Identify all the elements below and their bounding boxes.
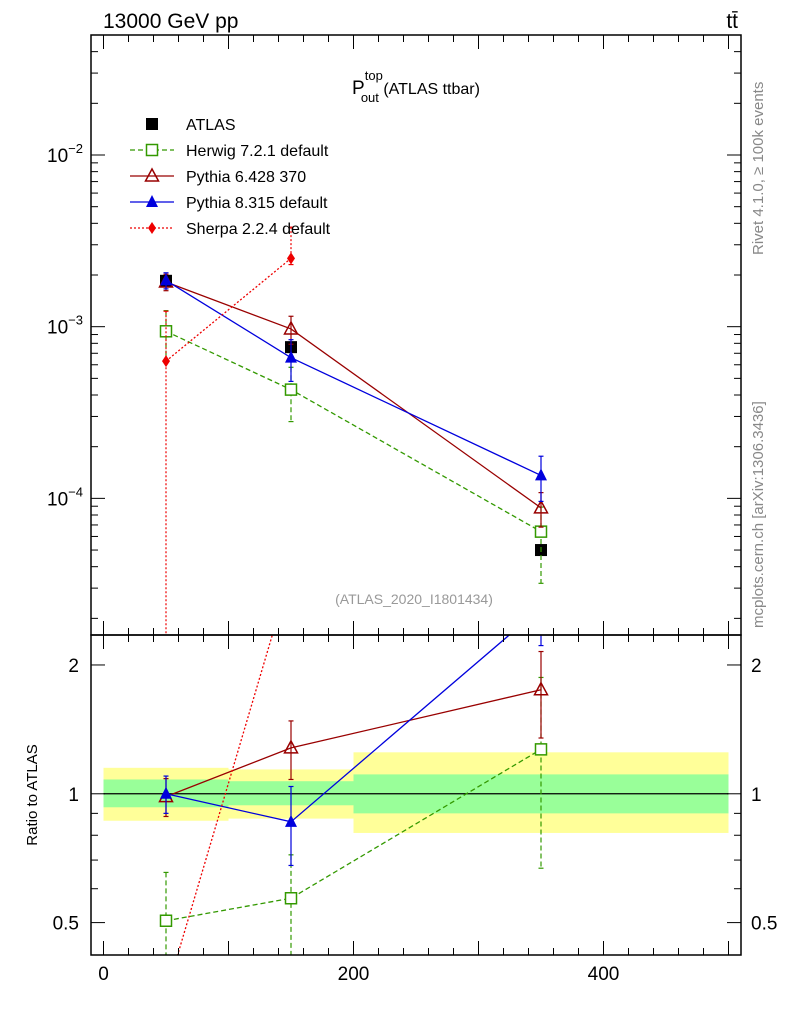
ratio-point-pythia-6-428-370-1 [283,739,299,754]
ratio-point-pythia-8-315-default-2 [535,601,547,613]
ratio-line-sherpa-2-2-4-default [176,635,274,955]
header-right: tt̄ [726,10,738,33]
main-point-sherpa-2-2-4-default-1 [287,252,295,265]
ratio-point-herwig-7-2-1-default-0 [159,914,173,927]
header-left: 13000 GeV pp [103,10,238,33]
ratio-point-pythia-6-428-370-2 [533,681,549,696]
ratio-ytick-label-left-0: 2 [68,656,79,677]
main-point-pythia-6-428-370-2 [533,499,549,514]
main-point-sherpa-2-2-4-default-0 [162,355,170,368]
ratio-ylabel: Ratio to ATLAS [24,744,41,845]
main-ytick-label-1: 10−3 [47,313,83,339]
legend-label-pythia-8-315-default: Pythia 8.315 default [186,195,328,212]
ratio-point-sherpa-2-2-4-default-0 [162,988,170,1000]
ratio-ytick-label-left-2: 0.5 [53,914,79,935]
ratio-frame [90,634,742,956]
xtick-label-0: 0 [98,964,109,985]
side-label-bottom: mcplots.cern.ch [arXiv:1306.3436] [750,401,767,628]
ratio-point-sherpa-2-2-4-default-1 [287,566,295,578]
ratio-series-group [103,566,729,1000]
main-point-pythia-8-315-default-0 [160,273,172,286]
chart-title: Ptop out (ATLAS ttbar) [352,68,480,105]
legend-item-sherpa-2-2-4-default: Sherpa 2.2.4 default [130,221,331,238]
main-line-sherpa-2-2-4-default [165,257,292,362]
legend-label-herwig-7-2-1-default: Herwig 7.2.1 default [186,143,329,160]
main-ytick-label-base: 10 [47,146,68,167]
legend-marker-herwig-7-2-1-default [145,143,159,157]
xtick-label-1: 200 [338,964,370,985]
title-suffix: (ATLAS ttbar) [379,81,480,98]
legend-marker-sherpa-2-2-4-default [148,222,156,234]
main-point-herwig-7-2-1-default-1 [284,383,298,396]
main-ytick-label-exp: −4 [68,484,83,499]
legend-item-pythia-6-428-370: Pythia 6.428 370 [130,167,306,186]
main-line-herwig-7-2-1-default [165,330,542,533]
ratio-bands [103,752,729,833]
legend: ATLAS Herwig 7.2.1 default Pythia 6.428 37… [130,117,331,238]
legend-item-atlas: ATLAS [146,117,236,134]
main-point-herwig-7-2-1-default-2 [534,525,548,538]
ratio-line-herwig-7-2-1-default [165,748,542,922]
main-point-pythia-8-315-default-2 [535,468,547,481]
side-label-top: Rivet 4.1.0, ≥ 100k events [750,82,767,255]
main-series-group [158,226,549,635]
legend-label-atlas: ATLAS [186,117,236,134]
ratio-point-pythia-8-315-default-1 [285,814,297,827]
legend-item-herwig-7-2-1-default: Herwig 7.2.1 default [130,143,329,160]
ratio-point-pythia-8-315-default-0 [160,786,172,799]
ratio-ytick-label-right-0: 2 [751,656,762,677]
legend-item-pythia-8-315-default: Pythia 8.315 default [130,195,328,212]
main-ytick-label-base: 10 [47,489,68,510]
main-ytick-label-2: 10−4 [47,484,83,510]
main-ytick-label-0: 10−2 [47,141,83,167]
ratio-ytick-label-right-2: 0.5 [751,914,777,935]
analysis-label: (ATLAS_2020_I1801434) [335,591,493,607]
legend-label-sherpa-2-2-4-default: Sherpa 2.2.4 default [186,221,331,238]
main-ytick-label-exp: −3 [68,313,83,328]
legend-marker-atlas [146,118,158,130]
ticks-group: 10−210−310−42 21 10.5 0.50 200 400 [47,34,777,985]
title-main: P [352,78,365,99]
legend-marker-pythia-8-315-default [146,195,158,207]
xtick-label-2: 400 [588,964,620,985]
title-sub: out [361,90,379,105]
legend-marker-pythia-6-428-370 [144,167,160,182]
ratio-ytick-label-right-1: 1 [751,785,762,806]
main-point-pythia-8-315-default-1 [285,350,297,363]
ratio-point-herwig-7-2-1-default-1 [284,891,298,905]
ratio-ytick-label-left-1: 1 [68,785,79,806]
ratio-point-herwig-7-2-1-default-2 [534,743,548,756]
main-ytick-label-exp: −2 [68,141,83,156]
main-ytick-label-base: 10 [47,318,68,339]
main-line-pythia-8-315-default [165,279,542,477]
main-point-pythia-6-428-370-1 [283,320,299,335]
title-sup: top [365,68,383,83]
legend-label-pythia-6-428-370: Pythia 6.428 370 [186,169,306,186]
